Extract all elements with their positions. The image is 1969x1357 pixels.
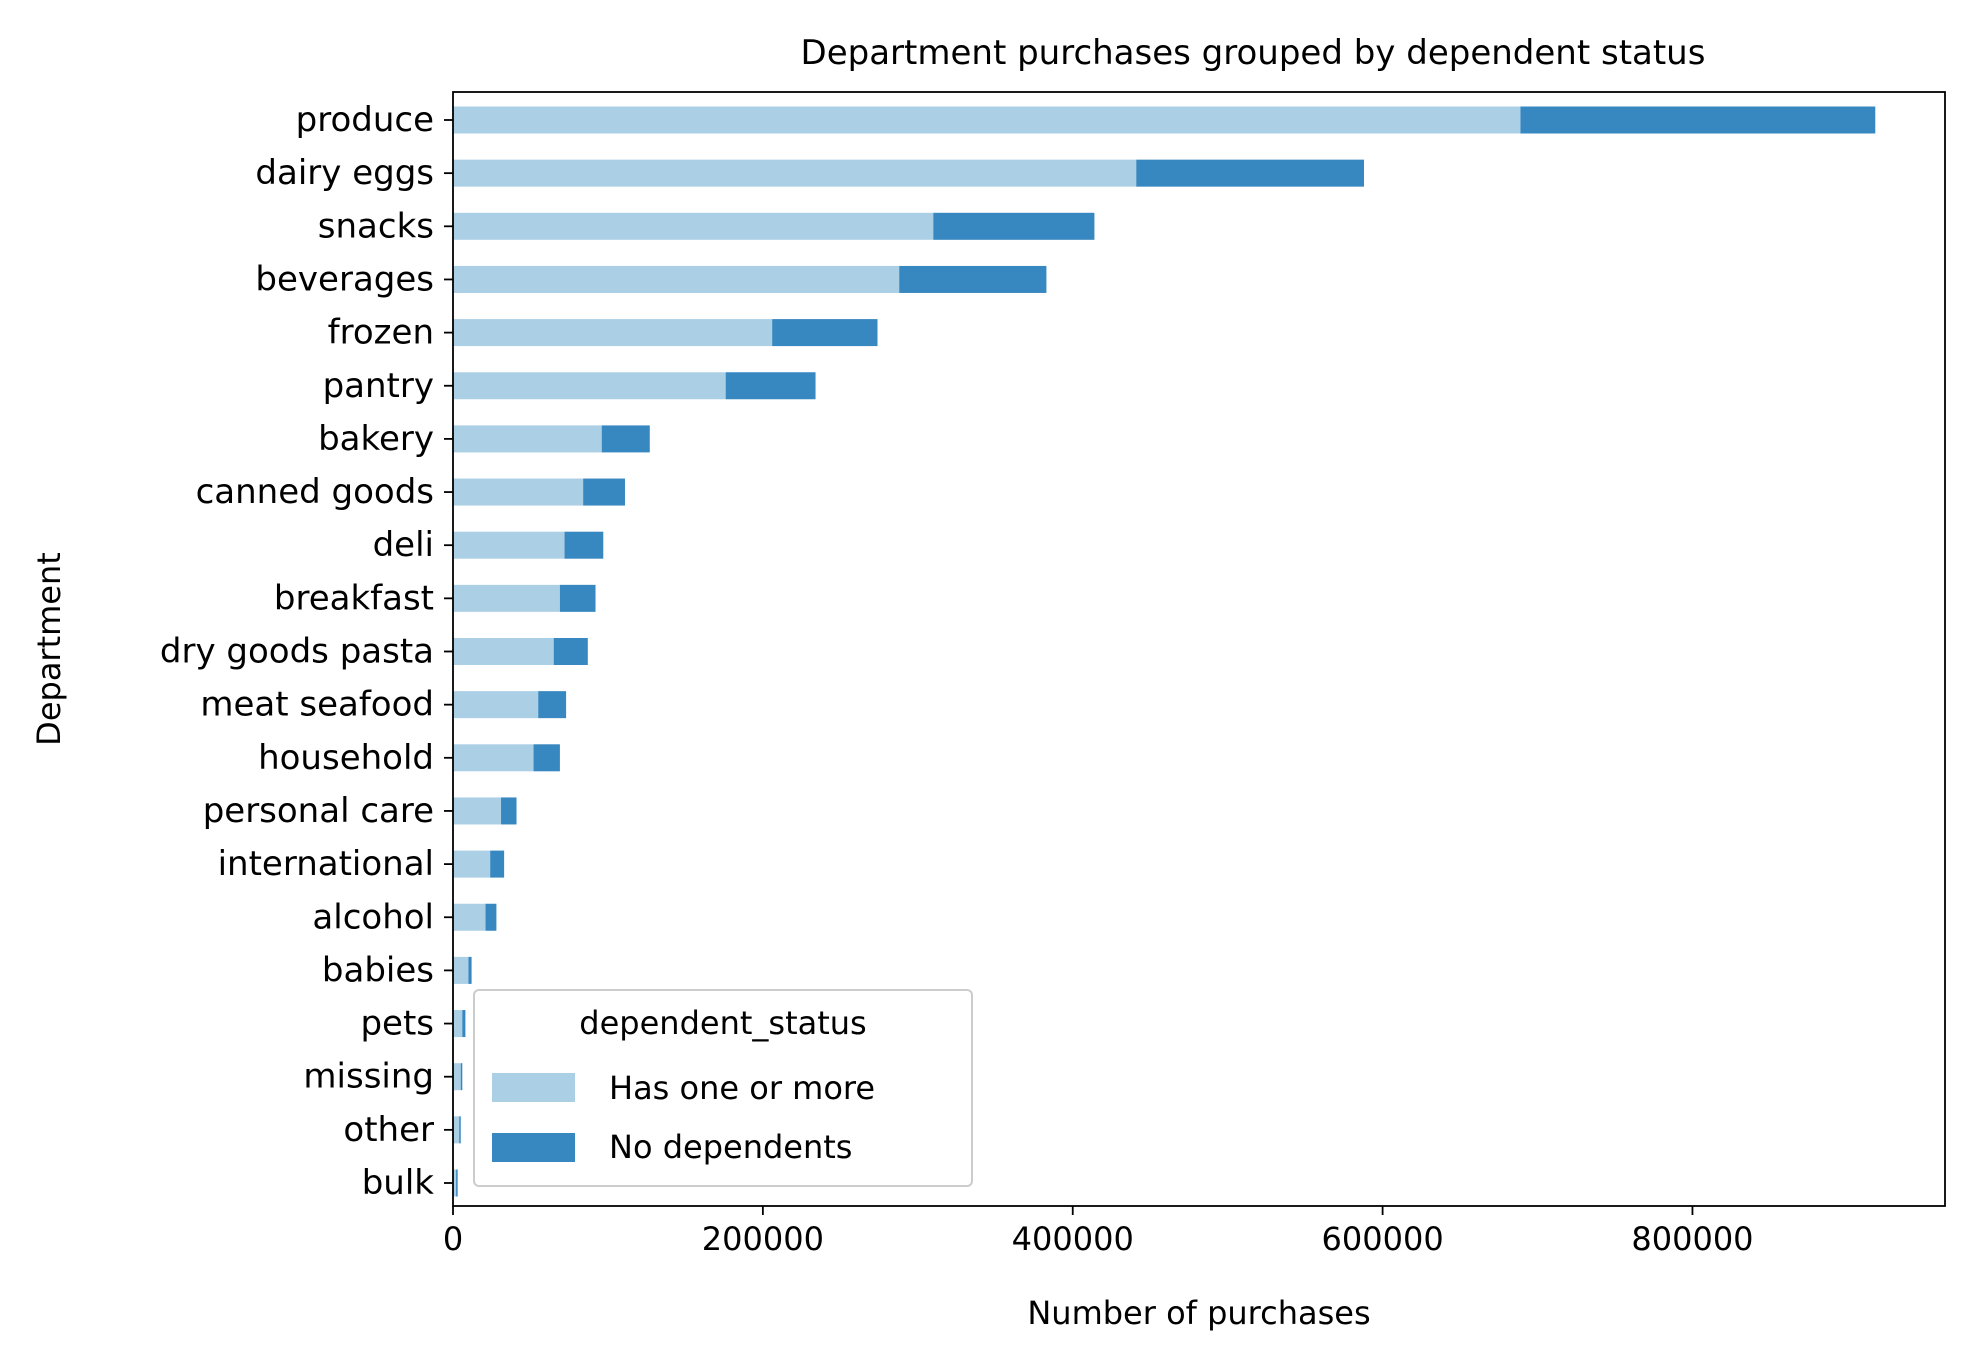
bar-canned-goods-no-dependents <box>583 478 625 506</box>
x-tick-label-4: 800000 <box>1631 1220 1753 1258</box>
plot-frame <box>452 91 1946 1207</box>
bar-produce-no-dependents <box>1520 106 1876 134</box>
y-tick-label-canned-goods: canned goods <box>196 472 434 512</box>
bar-dry-goods-pasta-has-one-or-more <box>453 638 554 665</box>
x-tick-label-1: 200000 <box>702 1220 824 1258</box>
legend-swatch-no-dependents <box>492 1133 575 1162</box>
y-tick-label-frozen: frozen <box>328 313 434 353</box>
bar-beverages-has-one-or-more <box>453 265 900 293</box>
bar-personal-care-has-one-or-more <box>453 797 502 825</box>
x-axis: 0 200000 400000 600000 800000 <box>443 1206 1754 1258</box>
bar-household-no-dependents <box>533 744 560 772</box>
y-tick-label-snacks: snacks <box>318 206 434 246</box>
bar-frozen-no-dependents <box>772 319 878 347</box>
bar-missing-no-dependents <box>460 1063 463 1091</box>
bar-pantry-no-dependents <box>725 372 816 400</box>
y-tick-label-missing: missing <box>303 1057 434 1097</box>
bar-other-has-one-or-more <box>453 1116 460 1144</box>
y-tick-label-pantry: pantry <box>323 366 434 406</box>
y-tick-label-dairy-eggs: dairy eggs <box>255 153 434 193</box>
y-tick-label-deli: deli <box>373 525 434 565</box>
bar-snacks-has-one-or-more <box>453 212 934 240</box>
y-axis: produce dairy eggs snacks beverages frozen pa… <box>160 100 453 1203</box>
y-tick-label-bakery: bakery <box>318 419 434 459</box>
bar-deli-no-dependents <box>564 531 604 559</box>
bar-other-no-dependents <box>459 1116 461 1144</box>
bar-pets-no-dependents <box>462 1010 466 1038</box>
legend-swatch-has-one-or-more <box>492 1073 575 1102</box>
bar-bakery-has-one-or-more <box>453 425 602 453</box>
legend-label-no-dependents: No dependents <box>609 1128 852 1166</box>
legend: dependent_status Has one or more No depe… <box>473 989 973 1187</box>
x-axis-label: Number of purchases <box>1027 1294 1370 1332</box>
bar-household-has-one-or-more <box>453 744 534 772</box>
y-tick-label-personal-care: personal care <box>203 791 434 831</box>
y-tick-label-household: household <box>258 738 434 778</box>
bar-produce-has-one-or-more <box>453 106 1521 134</box>
y-tick-label-produce: produce <box>296 100 434 140</box>
bar-breakfast-no-dependents <box>559 584 596 612</box>
bar-international-has-one-or-more <box>453 850 491 878</box>
y-tick-label-babies: babies <box>322 950 434 990</box>
bar-beverages-no-dependents <box>899 265 1047 293</box>
bar-deli-has-one-or-more <box>453 531 565 559</box>
bar-international-no-dependents <box>490 850 505 878</box>
y-tick-label-beverages: beverages <box>255 259 434 299</box>
chart-title: Department purchases grouped by dependen… <box>801 33 1706 73</box>
bar-babies-has-one-or-more <box>453 956 469 984</box>
bar-meat-seafood-has-one-or-more <box>453 691 539 719</box>
bar-frozen-has-one-or-more <box>453 319 773 347</box>
legend-title: dependent_status <box>579 1004 866 1042</box>
bar-alcohol-has-one-or-more <box>453 903 486 931</box>
bar-canned-goods-has-one-or-more <box>453 478 584 506</box>
legend-label-has-one-or-more: Has one or more <box>609 1069 875 1107</box>
bar-dairy-eggs-has-one-or-more <box>453 159 1137 187</box>
y-tick-label-alcohol: alcohol <box>312 897 434 937</box>
x-tick-label-3: 600000 <box>1322 1220 1444 1258</box>
y-tick-label-other: other <box>343 1110 434 1150</box>
bar-alcohol-no-dependents <box>485 903 497 931</box>
bar-snacks-no-dependents <box>933 212 1095 240</box>
bar-babies-no-dependents <box>468 956 472 984</box>
y-tick-label-dry-goods-pasta: dry goods pasta <box>160 632 434 672</box>
x-tick-label-0: 0 <box>443 1220 463 1258</box>
y-tick-label-meat-seafood: meat seafood <box>200 685 434 725</box>
bar-bulk-has-one-or-more <box>453 1169 457 1197</box>
bar-bakery-no-dependents <box>601 425 650 453</box>
y-tick-label-bulk: bulk <box>362 1163 435 1203</box>
y-axis-label: Department <box>30 552 68 746</box>
y-tick-label-international: international <box>218 844 434 884</box>
bar-pantry-has-one-or-more <box>453 372 726 400</box>
y-tick-label-pets: pets <box>360 1004 434 1044</box>
x-tick-label-2: 400000 <box>1012 1220 1134 1258</box>
bar-meat-seafood-no-dependents <box>538 691 567 719</box>
bar-breakfast-has-one-or-more <box>453 584 560 612</box>
y-tick-label-breakfast: breakfast <box>274 578 434 618</box>
bars-group <box>453 106 1876 1197</box>
bar-dairy-eggs-no-dependents <box>1136 159 1364 187</box>
bar-missing-has-one-or-more <box>453 1063 461 1091</box>
bar-dry-goods-pasta-no-dependents <box>553 638 588 665</box>
bar-pets-has-one-or-more <box>453 1010 463 1038</box>
bar-personal-care-no-dependents <box>501 797 517 825</box>
legend-box <box>473 989 973 1187</box>
bar-bulk-no-dependents <box>456 1169 458 1197</box>
